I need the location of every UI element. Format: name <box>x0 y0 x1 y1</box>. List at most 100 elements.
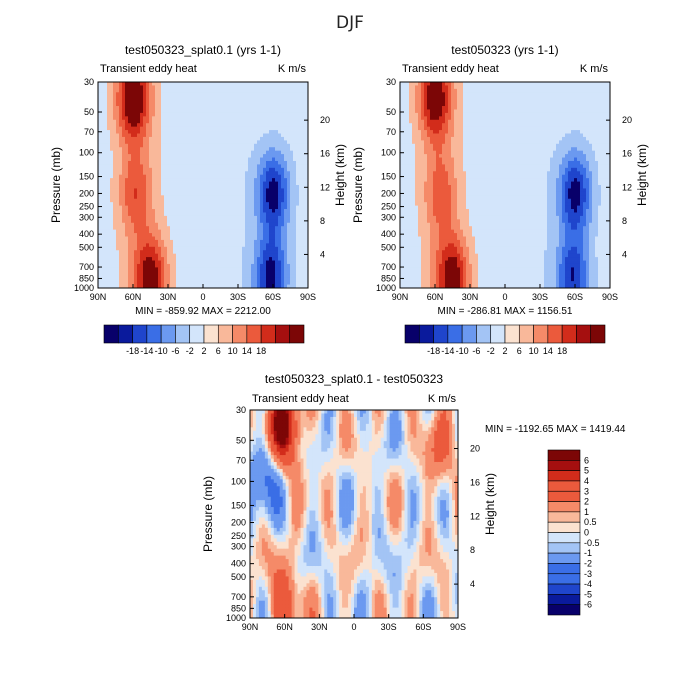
heatmap-cell <box>176 102 180 107</box>
heatmap-cell <box>155 239 159 244</box>
heatmap-cell <box>293 150 297 155</box>
heatmap-cell <box>143 277 147 282</box>
heatmap-cell <box>149 212 153 217</box>
heatmap-cell <box>248 136 252 141</box>
heatmap-cell <box>107 143 111 148</box>
heatmap-cell <box>188 82 192 86</box>
heatmap-cell <box>278 109 282 114</box>
heatmap-cell <box>236 167 240 172</box>
heatmap-cell <box>427 82 431 86</box>
heatmap-cell <box>215 226 219 231</box>
heatmap-cell <box>418 181 422 186</box>
heatmap-cell <box>113 195 117 200</box>
heatmap-cell <box>203 212 207 217</box>
heatmap-cell <box>281 178 285 182</box>
heatmap-cell <box>143 226 147 231</box>
heatmap-cell <box>418 185 422 189</box>
heatmap-cell <box>131 202 135 206</box>
heatmap-cell <box>131 250 135 255</box>
heatmap-cell <box>125 219 129 224</box>
heatmap-cell <box>251 226 255 231</box>
heatmap-cell <box>137 157 141 162</box>
heatmap-cell <box>107 126 111 131</box>
heatmap-cell <box>104 130 108 134</box>
heatmap-cell <box>403 205 407 210</box>
heatmap-cell <box>227 92 231 97</box>
heatmap-cell <box>149 150 153 155</box>
heatmap-cell <box>305 82 309 86</box>
heatmap-cell <box>212 239 216 244</box>
heatmap-cell <box>254 260 258 265</box>
heatmap-cell <box>203 174 207 179</box>
heatmap-cell <box>400 219 404 224</box>
heatmap-cell <box>140 85 144 90</box>
heatmap-cell <box>101 147 105 152</box>
heatmap-cell <box>194 277 198 282</box>
heatmap-cell <box>260 160 264 165</box>
heatmap-cell <box>433 226 437 231</box>
heatmap-cell <box>200 92 204 97</box>
heatmap-cell <box>263 215 267 220</box>
heatmap-cell <box>278 257 282 261</box>
heatmap-cell <box>281 257 285 261</box>
heatmap-cell <box>179 150 183 155</box>
heatmap-cell <box>146 140 150 145</box>
heatmap-cell <box>173 154 177 158</box>
heatmap-cell <box>206 205 210 210</box>
heatmap-cell <box>194 126 198 131</box>
heatmap-cell <box>194 150 198 155</box>
heatmap-cell <box>185 112 189 117</box>
heatmap-cell <box>224 195 228 200</box>
heatmap-cell <box>131 222 135 227</box>
heatmap-cell <box>293 178 297 182</box>
heatmap-cell <box>170 95 174 100</box>
heatmap-cell <box>230 85 234 90</box>
heatmap-cell <box>302 281 306 285</box>
heatmap-cell <box>215 82 219 86</box>
heatmap-cell <box>161 253 165 258</box>
heatmap-cell <box>167 171 171 176</box>
heatmap-cell <box>299 215 303 220</box>
heatmap-cell <box>107 236 111 241</box>
heatmap-cell <box>110 116 114 121</box>
heatmap-cell <box>104 174 108 179</box>
heatmap-cell <box>418 133 422 138</box>
heatmap-cell <box>215 85 219 90</box>
heatmap-cell <box>424 116 428 121</box>
heatmap-cell <box>230 246 234 251</box>
heatmap-cell <box>134 147 138 152</box>
heatmap-cell <box>107 85 111 90</box>
heatmap-cell <box>197 150 201 155</box>
heatmap-cell <box>194 123 198 128</box>
heatmap-cell <box>140 222 144 227</box>
heatmap-cell <box>263 236 267 241</box>
colorbar-label: 18 <box>256 346 266 356</box>
heatmap-cell <box>137 174 141 179</box>
heatmap-cell <box>409 267 413 272</box>
heatmap-cell <box>257 222 261 227</box>
heatmap-cell <box>113 133 117 138</box>
heatmap-cell <box>164 133 168 138</box>
heatmap-cell <box>424 277 428 282</box>
heatmap-cell <box>415 160 419 165</box>
heatmap-cell <box>424 136 428 141</box>
heatmap-cell <box>236 250 240 255</box>
heatmap-cell <box>278 85 282 90</box>
heatmap-cell <box>101 130 105 134</box>
heatmap-cell <box>242 181 246 186</box>
heatmap-cell <box>412 202 416 206</box>
heatmap-cell <box>155 185 159 189</box>
heatmap-cell <box>146 188 150 193</box>
heatmap-cell <box>427 133 431 138</box>
heatmap-cell <box>158 167 162 172</box>
heatmap-cell <box>125 284 129 289</box>
heatmap-cell <box>185 82 189 86</box>
heatmap-cell <box>161 147 165 152</box>
heatmap-cell <box>251 233 255 237</box>
heatmap-cell <box>248 188 252 193</box>
heatmap-cell <box>421 253 425 258</box>
heatmap-cell <box>290 119 294 124</box>
heatmap-cell <box>421 239 425 244</box>
heatmap-cell <box>266 277 270 282</box>
heatmap-cell <box>412 130 416 134</box>
